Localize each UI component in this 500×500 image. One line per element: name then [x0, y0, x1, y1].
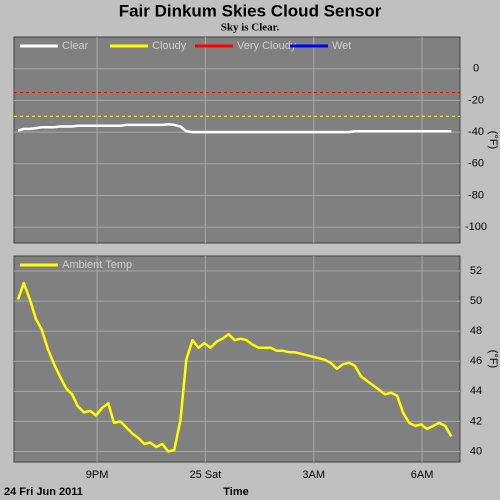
plot-area	[13, 255, 461, 463]
date-label: 24 Fri Jun 2011	[4, 486, 83, 498]
y-tick-label: 44	[470, 385, 482, 397]
legend-label: Very Cloudy	[237, 40, 297, 52]
y-axis-label: (°F)	[487, 131, 499, 149]
y-tick-label: 40	[470, 445, 482, 457]
x-tick-label: 6AM	[411, 469, 434, 481]
y-tick-label: 48	[470, 325, 482, 337]
chart-title: Fair Dinkum Skies Cloud Sensor	[119, 1, 382, 20]
y-tick-label: 0	[473, 63, 479, 75]
x-tick-label: 25 Sat	[189, 469, 221, 481]
y-tick-label: 52	[470, 265, 482, 277]
y-tick-label: -100	[465, 221, 487, 233]
legend-label: Cloudy	[152, 40, 187, 52]
y-tick-label: 42	[470, 415, 482, 427]
y-tick-label: -20	[468, 94, 484, 106]
legend-label: Clear	[62, 40, 89, 52]
chart-subtitle: Sky is Clear.	[221, 22, 280, 34]
legend-label: Ambient Temp	[62, 259, 132, 271]
x-tick-label: 3AM	[302, 469, 325, 481]
data-line	[17, 122, 452, 134]
x-tick-label: 9PM	[86, 469, 109, 481]
y-tick-label: -80	[468, 189, 484, 201]
y-tick-label: 46	[470, 355, 482, 367]
y-axis-label: (°F)	[487, 350, 499, 368]
plot-area	[13, 36, 461, 244]
y-tick-label: -40	[468, 126, 484, 138]
data-line	[16, 281, 453, 453]
y-tick-label: -60	[468, 158, 484, 170]
y-tick-label: 50	[470, 295, 482, 307]
legend-label: Wet	[332, 40, 351, 52]
x-axis-label: Time	[223, 486, 248, 498]
